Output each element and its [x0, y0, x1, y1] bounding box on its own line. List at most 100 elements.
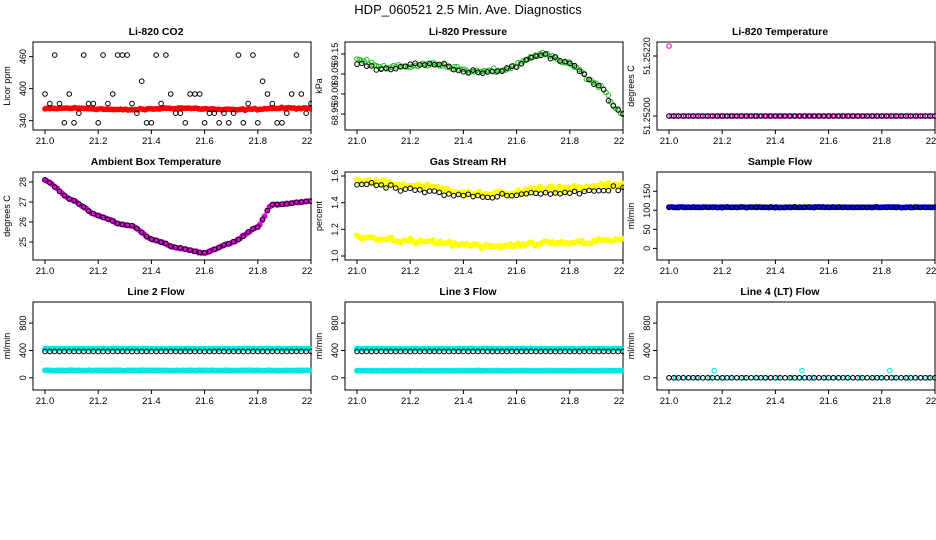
x-tick-label: 21.4: [454, 266, 473, 277]
data-points: [42, 177, 312, 255]
plot-frame: [345, 42, 623, 130]
y-tick-label: 340: [18, 113, 28, 128]
series-yellow-low: [354, 233, 624, 251]
data-point: [96, 121, 101, 126]
data-point: [101, 53, 106, 58]
data-point: [72, 121, 77, 126]
y-tick-label: 100: [642, 203, 652, 218]
data-point: [667, 44, 672, 49]
y-tick-label: 0: [642, 375, 652, 380]
data-point: [577, 191, 582, 196]
data-point: [667, 375, 672, 380]
panel-li820-co2: Li-820 CO2 21.021.221.421.621.822.034040…: [0, 26, 312, 156]
x-tick-label: 21.0: [36, 396, 55, 407]
x-tick-label: 21.2: [401, 136, 420, 147]
y-axis-label: degrees C: [2, 195, 12, 237]
x-tick-label: 22.0: [614, 136, 624, 147]
chart-plot: 21.021.221.421.621.822.01.01.21.41.6perc…: [312, 156, 624, 286]
data-points: [667, 368, 936, 380]
data-point: [270, 101, 275, 106]
data-point: [294, 53, 299, 58]
data-points: [354, 346, 624, 374]
x-tick-label: 22.0: [614, 266, 624, 277]
data-points: [355, 50, 624, 116]
data-point: [139, 79, 144, 84]
data-point: [265, 92, 270, 97]
series-yellow-high: [354, 177, 624, 198]
series-magenta: [667, 44, 936, 119]
y-tick-label: 400: [642, 343, 652, 358]
x-tick-label: 21.8: [561, 396, 580, 407]
x-tick-label: 21.0: [660, 266, 679, 277]
x-tick-label: 22.0: [926, 266, 936, 277]
data-point: [164, 53, 169, 58]
data-point: [154, 53, 159, 58]
data-point: [299, 92, 304, 97]
y-tick-label: 800: [330, 316, 340, 331]
data-point: [178, 111, 183, 116]
y-axis-label: percent: [314, 200, 324, 231]
x-tick-label: 21.2: [713, 396, 732, 407]
x-tick-label: 21.2: [401, 266, 420, 277]
x-tick-label: 21.6: [507, 266, 525, 277]
data-point: [110, 92, 115, 97]
panel-ambient-box-temperature: Ambient Box Temperature 21.0 21.2 21.4 21.6…: [0, 156, 312, 286]
y-tick-label: 1.4: [330, 196, 340, 209]
y-tick-label: 400: [330, 343, 340, 358]
x-tick-label: 21.8: [873, 266, 892, 277]
data-point: [168, 92, 173, 97]
data-point: [289, 92, 294, 97]
y-tick-label: 150: [642, 184, 652, 199]
data-point: [52, 53, 57, 58]
data-point: [159, 101, 164, 106]
x-tick-label: 21.6: [819, 136, 838, 147]
data-point: [183, 121, 188, 126]
x-tick-label: 21.6: [507, 396, 525, 407]
y-tick-label: 1.0: [330, 250, 340, 263]
series-magenta: [42, 177, 312, 255]
data-point: [106, 101, 111, 106]
data-point: [398, 189, 403, 194]
series-black: [43, 53, 312, 125]
y-tick-label: 69.15: [330, 43, 340, 66]
data-point: [173, 111, 178, 116]
data-point: [304, 111, 309, 116]
series-cyan-high: [42, 346, 312, 352]
y-tick-label: 0: [18, 375, 28, 380]
x-tick-label: 22.0: [614, 396, 624, 407]
data-point: [81, 53, 86, 58]
data-point: [800, 368, 805, 373]
chart-plot: 21.021.221.421.621.822.068.9569.0069.056…: [312, 26, 624, 156]
data-points: [42, 346, 312, 373]
data-point: [130, 101, 135, 106]
y-tick-label: 460: [18, 49, 28, 64]
series-black: [355, 52, 624, 117]
data-point: [193, 92, 198, 97]
x-tick-label: 22.0: [926, 136, 936, 147]
data-point: [538, 192, 543, 197]
plot-frame: [657, 172, 935, 260]
x-tick-label: 21.8: [561, 136, 580, 147]
figure-title: HDP_060521 2.5 Min. Ave. Diagnostics: [0, 2, 936, 17]
x-tick-label: 21.8: [249, 266, 268, 277]
chart-plot: 21.0 21.2 21.4 21.6 21.8 22.0 0 400 800 ml/min: [0, 286, 312, 416]
data-point: [260, 79, 265, 84]
series-green: [355, 50, 624, 116]
y-axis-label: Licor ppm: [2, 66, 12, 106]
data-points: [354, 177, 624, 251]
y-tick-label: 0: [330, 375, 340, 380]
panel-line2-flow: Line 2 Flow 21.0 21.2 21.4 21.6 21.8 22.0 0 400…: [0, 286, 312, 416]
data-point: [355, 62, 360, 67]
data-point: [236, 53, 241, 58]
x-tick-label: 21.2: [713, 266, 732, 277]
chart-plot: 21.021.221.421.621.822.0050100150ml/min: [624, 156, 936, 286]
x-tick-label: 21.6: [819, 396, 838, 407]
x-tick-label: 21.4: [142, 266, 161, 277]
series-cyan-low: [42, 368, 312, 374]
x-tick-label: 21.8: [249, 396, 268, 407]
data-point: [280, 121, 285, 126]
x-tick-label: 21.8: [873, 396, 892, 407]
data-point: [217, 121, 222, 126]
y-tick-label: 400: [18, 343, 28, 358]
y-tick-label: 25: [18, 237, 28, 247]
